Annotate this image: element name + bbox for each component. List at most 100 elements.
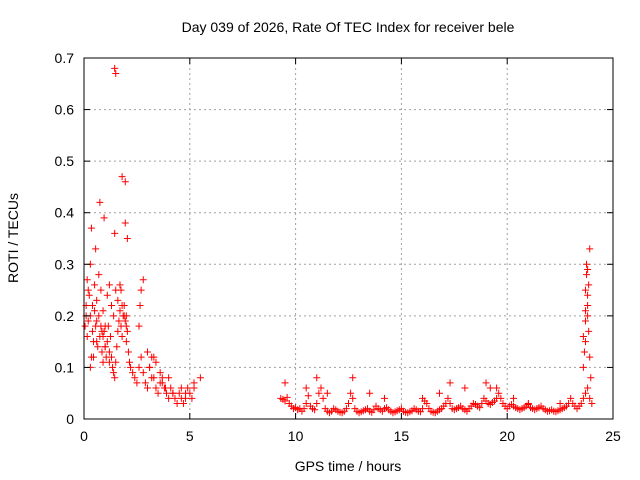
data-point: [586, 394, 594, 402]
data-point: [98, 348, 106, 356]
data-point: [581, 338, 589, 346]
data-point: [154, 389, 162, 397]
data-point: [581, 389, 589, 397]
data-point: [103, 338, 111, 346]
data-point: [313, 400, 321, 408]
data-point: [122, 322, 130, 330]
y-tick-label: 0.7: [55, 50, 75, 66]
data-point: [175, 389, 183, 397]
x-tick-label: 0: [80, 428, 88, 444]
data-point: [300, 405, 308, 413]
data-point: [99, 332, 107, 340]
data-point: [129, 369, 137, 377]
data-point: [150, 353, 158, 361]
data-point: [163, 389, 171, 397]
data-point: [85, 291, 93, 299]
data-point: [121, 178, 129, 186]
data-point: [99, 307, 107, 315]
grid: [84, 58, 613, 419]
data-point: [121, 219, 129, 227]
data-point: [109, 363, 117, 371]
data-point: [556, 400, 564, 408]
data-point: [98, 327, 106, 335]
x-tick-label: 15: [394, 428, 410, 444]
data-point: [190, 379, 198, 387]
data-point: [113, 343, 121, 351]
data-point: [124, 348, 132, 356]
data-point: [103, 291, 111, 299]
data-point: [304, 392, 312, 400]
data-point: [111, 229, 119, 237]
data-point: [579, 332, 587, 340]
data-point: [584, 302, 592, 310]
data-point: [588, 400, 596, 408]
data-point: [94, 343, 102, 351]
y-axis-label: ROTI / TECUs: [5, 193, 21, 283]
data-point: [114, 296, 122, 304]
data-point: [585, 281, 593, 289]
data-point: [135, 322, 143, 330]
data-point: [435, 389, 443, 397]
data-point: [146, 363, 154, 371]
data-point: [446, 400, 454, 408]
data-point: [92, 245, 100, 253]
data-point: [583, 260, 591, 268]
data-point: [83, 332, 91, 340]
data-point: [182, 394, 190, 402]
data-point: [579, 363, 587, 371]
data-point: [118, 332, 126, 340]
data-point: [196, 374, 204, 382]
data-point: [283, 393, 291, 401]
data-point: [95, 312, 103, 320]
data-point: [114, 327, 122, 335]
data-point: [586, 353, 594, 361]
y-tick-label: 0.5: [55, 153, 75, 169]
data-point: [495, 389, 503, 397]
data-point: [110, 312, 118, 320]
data-point: [105, 358, 113, 366]
data-point: [587, 374, 595, 382]
data-point: [127, 363, 135, 371]
data-point: [580, 348, 588, 356]
x-tick-label: 25: [605, 428, 621, 444]
data-point: [131, 374, 139, 382]
data-point: [121, 317, 129, 325]
data-point: [105, 348, 113, 356]
data-point: [173, 400, 181, 408]
data-point: [88, 327, 96, 335]
data-point: [586, 245, 594, 253]
data-point: [345, 400, 352, 408]
x-tick-label: 5: [186, 428, 194, 444]
data-point: [116, 307, 124, 315]
data-point: [184, 384, 192, 392]
data-point: [139, 276, 147, 284]
data-point: [584, 384, 592, 392]
data-point: [100, 214, 108, 222]
data-point: [99, 358, 107, 366]
data-point: [152, 384, 160, 392]
data-point: [111, 374, 119, 382]
data-point: [148, 374, 156, 382]
x-tick-label: 20: [499, 428, 515, 444]
plot-frame: [83, 57, 614, 420]
data-point: [90, 353, 98, 361]
data-point: [342, 405, 350, 413]
data-point: [317, 384, 325, 392]
data-point: [302, 400, 310, 408]
data-point: [171, 394, 179, 402]
data-point: [482, 379, 490, 387]
data-point: [93, 317, 101, 325]
data-point: [186, 389, 194, 397]
data-point: [111, 64, 119, 72]
data-point: [584, 291, 592, 299]
data-point: [302, 384, 310, 392]
data-point: [141, 379, 149, 387]
data-point: [349, 394, 357, 402]
data-point: [137, 286, 145, 294]
data-point: [584, 312, 592, 320]
y-tick-label: 0.3: [55, 256, 75, 272]
data-point: [106, 332, 114, 340]
data-point: [311, 406, 319, 414]
data-point: [122, 338, 130, 346]
data-point: [319, 394, 327, 402]
